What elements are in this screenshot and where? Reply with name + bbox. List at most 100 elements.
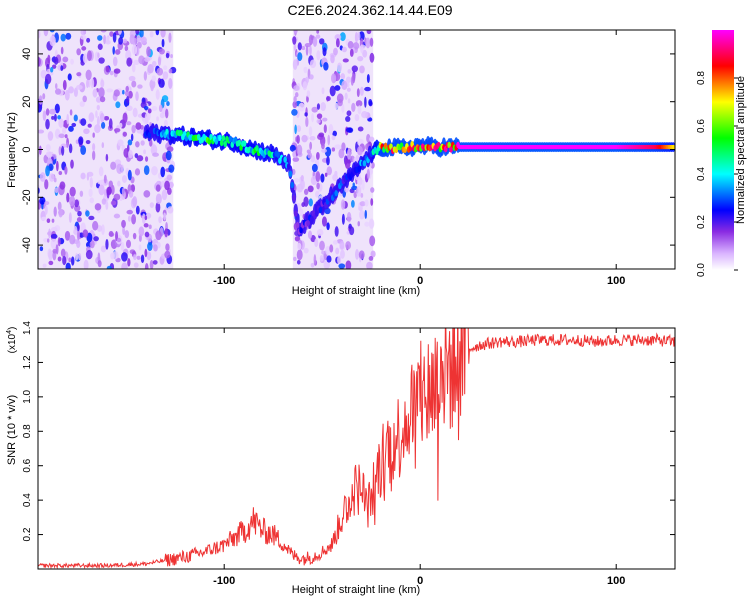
noise-blob bbox=[49, 108, 56, 115]
noise-blob bbox=[358, 250, 365, 260]
noise-blob bbox=[101, 198, 107, 205]
noise-blob bbox=[73, 114, 78, 122]
noise-blob bbox=[101, 224, 105, 236]
snr-plot-area bbox=[38, 328, 675, 569]
noise-blob bbox=[86, 50, 92, 62]
noise-blob bbox=[340, 73, 346, 80]
noise-blob bbox=[44, 205, 48, 215]
noise-blob bbox=[147, 64, 154, 74]
noise-blob bbox=[75, 252, 79, 261]
noise-blob bbox=[332, 130, 337, 137]
noise-blob bbox=[126, 105, 133, 112]
noise-blob bbox=[96, 225, 103, 232]
noise-blob bbox=[136, 34, 141, 43]
noise-blob bbox=[128, 75, 136, 82]
noise-blob bbox=[296, 249, 303, 261]
ridge-core bbox=[362, 160, 367, 167]
noise-blob bbox=[131, 44, 138, 56]
noise-blob bbox=[292, 36, 297, 45]
noise-blob bbox=[135, 141, 140, 148]
noise-blob bbox=[345, 260, 352, 269]
noise-blob bbox=[326, 255, 332, 263]
noise-blob bbox=[76, 216, 82, 223]
noise-blob bbox=[157, 56, 162, 66]
snr-scale-factor: (x104) bbox=[6, 327, 18, 354]
noise-blob bbox=[128, 90, 133, 99]
noise-blob bbox=[112, 32, 117, 43]
noise-blob bbox=[42, 263, 47, 268]
noise-blob bbox=[122, 38, 128, 44]
noise-blob bbox=[76, 84, 83, 90]
noise-blob bbox=[64, 89, 70, 101]
noise-blob bbox=[329, 85, 336, 97]
noise-blob bbox=[61, 145, 65, 156]
noise-blob bbox=[95, 110, 98, 118]
noise-blob bbox=[126, 209, 133, 215]
noise-blob bbox=[339, 240, 345, 250]
noise-blob bbox=[364, 199, 369, 207]
noise-blob bbox=[298, 102, 305, 112]
noise-blob bbox=[113, 193, 121, 201]
snr-y-axis-label: SNR (10 * v/v) bbox=[6, 395, 18, 465]
x-tick-label: -100 bbox=[213, 275, 235, 287]
noise-blob bbox=[135, 122, 142, 130]
noise-blob bbox=[105, 200, 109, 210]
noise-blob bbox=[324, 146, 332, 157]
noise-blob bbox=[297, 42, 302, 51]
noise-blob bbox=[351, 65, 358, 73]
noise-blob bbox=[335, 38, 340, 48]
noise-blob bbox=[322, 117, 328, 122]
noise-blob bbox=[359, 201, 366, 207]
noise-blob bbox=[115, 101, 121, 109]
noise-blob bbox=[149, 259, 154, 269]
noise-blob bbox=[85, 249, 93, 260]
noise-blob bbox=[99, 96, 106, 103]
noise-blob bbox=[346, 110, 352, 117]
colorbar-tick-label: 0.6 bbox=[696, 119, 707, 133]
noise-blob bbox=[330, 54, 335, 64]
noise-blob bbox=[306, 90, 311, 98]
noise-blob bbox=[341, 142, 346, 151]
noise-blob bbox=[297, 52, 303, 62]
noise-blob bbox=[143, 149, 146, 155]
noise-blob bbox=[296, 134, 300, 144]
ridge-core bbox=[223, 140, 227, 148]
noise-blob bbox=[122, 226, 126, 235]
noise-blob bbox=[352, 73, 356, 84]
noise-blob bbox=[131, 124, 136, 134]
noise-blob bbox=[67, 73, 72, 81]
noise-blob bbox=[125, 85, 129, 92]
noise-blob bbox=[143, 165, 150, 176]
noise-blob bbox=[312, 36, 318, 47]
noise-blob bbox=[144, 156, 149, 162]
snr-line-layer bbox=[38, 328, 675, 569]
noise-blob bbox=[340, 199, 346, 210]
noise-blob bbox=[140, 140, 145, 146]
noise-blob bbox=[146, 251, 152, 261]
ridge-core bbox=[165, 128, 169, 136]
noise-blob bbox=[105, 153, 109, 162]
noise-blob bbox=[370, 187, 375, 193]
noise-blob bbox=[103, 174, 107, 184]
noise-blob bbox=[135, 30, 140, 35]
noise-blob bbox=[77, 224, 80, 232]
noise-blob bbox=[311, 106, 318, 113]
noise-blob bbox=[163, 156, 167, 162]
noise-blob bbox=[357, 126, 364, 132]
noise-blob bbox=[123, 148, 130, 158]
noise-blob bbox=[138, 226, 145, 237]
noise-blob bbox=[321, 250, 325, 255]
ridge-core bbox=[147, 131, 152, 139]
noise-blob bbox=[144, 57, 151, 63]
noise-blob bbox=[304, 112, 308, 117]
noise-blob bbox=[133, 262, 139, 268]
noise-blob bbox=[68, 143, 73, 154]
noise-blob bbox=[316, 50, 321, 61]
y-tick-label: 0.6 bbox=[22, 458, 33, 472]
ridge-core bbox=[286, 163, 291, 170]
ridge-core bbox=[288, 170, 293, 178]
noise-blob bbox=[321, 142, 325, 150]
noise-blob bbox=[82, 95, 88, 103]
noise-blob bbox=[359, 65, 365, 74]
noise-blob bbox=[164, 250, 171, 259]
